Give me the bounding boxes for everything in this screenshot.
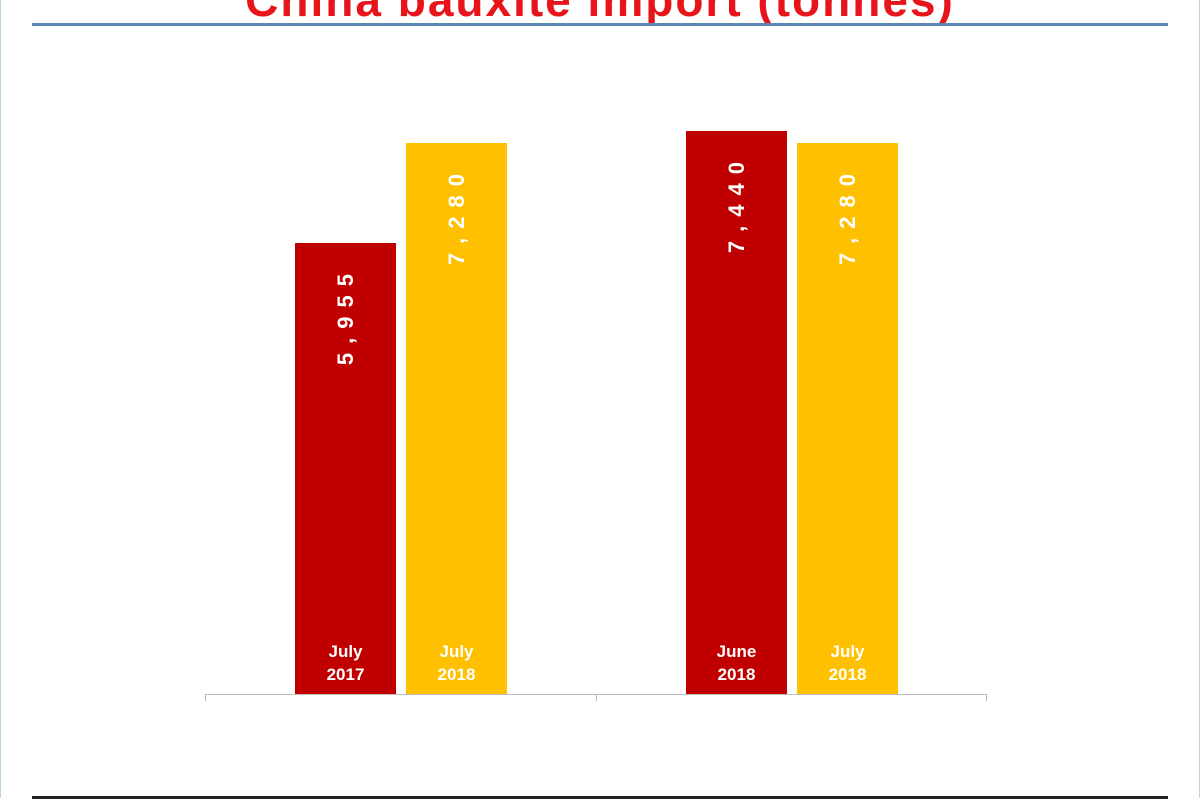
bar-label: July 2018 xyxy=(828,641,867,684)
bar: 5,955 July 2017 xyxy=(295,243,396,694)
footer-rule xyxy=(32,796,1168,799)
axis-tick xyxy=(205,694,206,701)
bar-label: July 2018 xyxy=(437,641,476,684)
value-label: 7,280 xyxy=(443,165,469,266)
bar-label: July 2017 xyxy=(326,641,365,684)
axis-tick xyxy=(596,694,597,701)
title-rule xyxy=(32,23,1168,26)
bar-label: June 2018 xyxy=(716,642,757,684)
bar: 7,440 June 2018 xyxy=(686,131,787,694)
value-label: 7,440 xyxy=(723,153,749,254)
value-label: 5,955 xyxy=(332,265,358,366)
chart-title: China bauxite import (tonnes) xyxy=(245,0,955,26)
bar: 7,280 July 2018 xyxy=(406,143,507,694)
value-label: 7,280 xyxy=(834,165,860,266)
bar: 7,280 July 2018 xyxy=(797,143,898,694)
axis-tick xyxy=(986,694,987,701)
